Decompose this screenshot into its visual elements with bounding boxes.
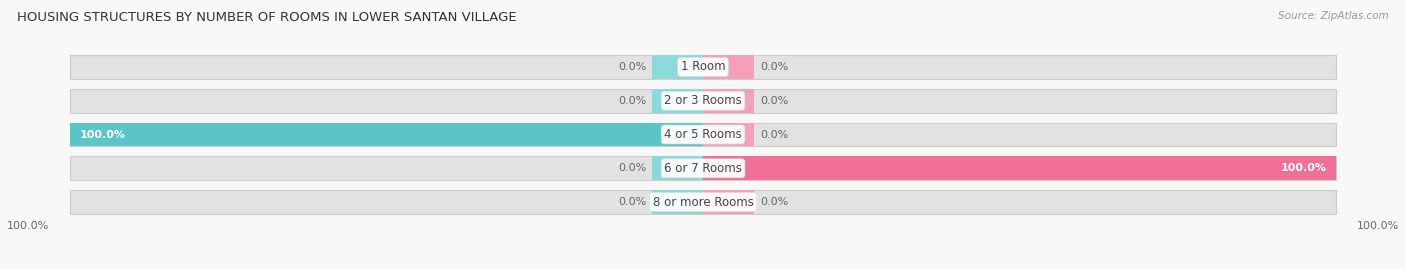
Text: 0.0%: 0.0%: [617, 96, 647, 106]
Text: 0.0%: 0.0%: [617, 62, 647, 72]
Text: 0.0%: 0.0%: [617, 197, 647, 207]
Text: HOUSING STRUCTURES BY NUMBER OF ROOMS IN LOWER SANTAN VILLAGE: HOUSING STRUCTURES BY NUMBER OF ROOMS IN…: [17, 11, 516, 24]
Text: Source: ZipAtlas.com: Source: ZipAtlas.com: [1278, 11, 1389, 21]
Bar: [70, 123, 703, 146]
Text: 8 or more Rooms: 8 or more Rooms: [652, 196, 754, 208]
Text: 100.0%: 100.0%: [80, 129, 125, 140]
Text: 100.0%: 100.0%: [1357, 221, 1399, 231]
Bar: [652, 55, 703, 79]
Bar: [652, 157, 703, 180]
Text: 0.0%: 0.0%: [759, 197, 789, 207]
Text: 0.0%: 0.0%: [759, 62, 789, 72]
Text: 1 Room: 1 Room: [681, 61, 725, 73]
Bar: [703, 123, 754, 146]
Text: 100.0%: 100.0%: [1281, 163, 1326, 173]
Bar: [70, 55, 1336, 79]
Text: 2 or 3 Rooms: 2 or 3 Rooms: [664, 94, 742, 107]
Bar: [652, 190, 703, 214]
Text: 6 or 7 Rooms: 6 or 7 Rooms: [664, 162, 742, 175]
Bar: [70, 190, 1336, 214]
Bar: [70, 123, 1336, 146]
Text: 4 or 5 Rooms: 4 or 5 Rooms: [664, 128, 742, 141]
Bar: [703, 190, 754, 214]
Bar: [70, 89, 1336, 112]
Text: 100.0%: 100.0%: [7, 221, 49, 231]
Bar: [70, 157, 1336, 180]
Text: 0.0%: 0.0%: [617, 163, 647, 173]
Bar: [703, 55, 754, 79]
Bar: [703, 89, 754, 112]
Bar: [703, 157, 1336, 180]
Text: 0.0%: 0.0%: [759, 129, 789, 140]
Bar: [652, 89, 703, 112]
Text: 0.0%: 0.0%: [759, 96, 789, 106]
